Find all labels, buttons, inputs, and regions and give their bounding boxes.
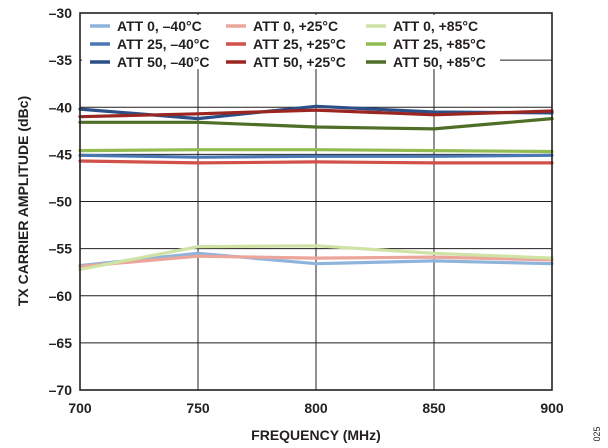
legend-label: ATT 25, +85°C	[393, 36, 486, 52]
legend-label: ATT 0, +85°C	[393, 18, 478, 34]
legend: ATT 0, –40°C ATT 25, –40°C ATT 50, –40°C AT…	[82, 15, 500, 70]
series-group	[78, 104, 554, 271]
x-axis-label: FREQUENCY (MHz)	[251, 427, 381, 443]
y-tick-label: –35	[49, 52, 73, 68]
plot-frame	[79, 12, 553, 391]
legend-label: ATT 50, –40°C	[117, 54, 209, 70]
x-axis-ticks: 700 750 800 850 900	[68, 400, 564, 416]
legend-label: ATT 0, –40°C	[117, 18, 202, 34]
legend-label: ATT 25, –40°C	[117, 36, 209, 52]
y-tick-label: –70	[49, 382, 73, 398]
figure-id: 025	[592, 426, 602, 441]
y-tick-label: –65	[49, 335, 73, 351]
x-tick-label: 700	[68, 400, 92, 416]
x-tick-label: 750	[186, 400, 210, 416]
y-tick-label: –55	[49, 241, 73, 257]
series-line	[78, 108, 554, 119]
series-line	[78, 244, 554, 271]
y-axis-label: TX CARRIER AMPLITUDE (dBc)	[15, 96, 31, 306]
series-line	[78, 254, 554, 269]
series-line	[78, 148, 554, 154]
legend-label: ATT 0, +25°C	[253, 18, 338, 34]
series-line	[78, 159, 554, 165]
x-tick-label: 800	[304, 400, 328, 416]
y-tick-label: –50	[49, 194, 73, 210]
legend-label: ATT 50, +25°C	[253, 54, 346, 70]
legend-label: ATT 25, +25°C	[253, 36, 346, 52]
series-line	[78, 153, 554, 159]
y-tick-label: –30	[49, 5, 73, 21]
y-tick-label: –40	[49, 99, 73, 115]
y-tick-label: –60	[49, 288, 73, 304]
x-tick-label: 850	[422, 400, 446, 416]
y-axis-ticks: –30 –35 –40 –45 –50 –55 –60 –65 –70	[49, 5, 73, 398]
legend-label: ATT 50, +85°C	[393, 54, 486, 70]
series-line	[78, 116, 554, 131]
legend-background	[82, 15, 500, 69]
series-line	[78, 251, 554, 268]
x-tick-label: 900	[540, 400, 564, 416]
y-tick-label: –45	[49, 146, 73, 162]
